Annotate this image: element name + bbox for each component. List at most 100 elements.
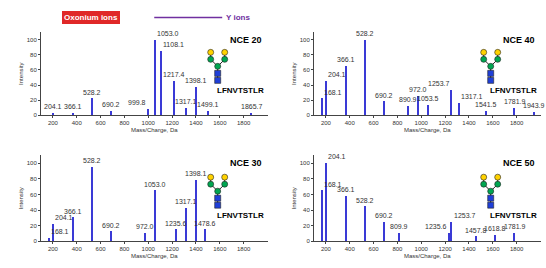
svg-text:400: 400 (72, 120, 83, 126)
svg-text:999.8: 999.8 (128, 99, 146, 106)
svg-text:204.1: 204.1 (328, 71, 346, 78)
svg-text:0: 0 (33, 112, 37, 118)
svg-text:366.1: 366.1 (64, 208, 82, 215)
svg-text:100: 100 (300, 37, 311, 43)
svg-text:1800: 1800 (510, 246, 524, 252)
svg-text:890.9: 890.9 (399, 96, 417, 103)
svg-text:LFNVTSTLR: LFNVTSTLR (490, 211, 537, 220)
svg-text:1053.5: 1053.5 (417, 95, 439, 102)
svg-text:600: 600 (96, 120, 107, 126)
svg-text:Y ions: Y ions (226, 13, 250, 22)
svg-text:1235.6: 1235.6 (425, 223, 447, 230)
svg-text:600: 600 (369, 246, 380, 252)
svg-text:366.1: 366.1 (64, 103, 82, 110)
svg-text:200: 200 (321, 120, 332, 126)
svg-text:600: 600 (96, 246, 107, 252)
svg-text:1200: 1200 (438, 120, 452, 126)
svg-text:1000: 1000 (142, 120, 156, 126)
svg-text:1800: 1800 (237, 120, 251, 126)
svg-text:366.1: 366.1 (337, 56, 355, 63)
svg-text:1943.9: 1943.9 (523, 102, 545, 109)
svg-text:366.1: 366.1 (337, 186, 355, 193)
svg-text:40: 40 (303, 82, 310, 88)
svg-text:1000: 1000 (415, 246, 429, 252)
svg-text:0: 0 (306, 238, 310, 244)
svg-text:80: 80 (303, 52, 310, 58)
svg-text:1499.1: 1499.1 (197, 101, 219, 108)
svg-text:600: 600 (369, 120, 380, 126)
svg-text:528.2: 528.2 (356, 197, 374, 204)
svg-text:1200: 1200 (438, 246, 452, 252)
svg-text:20: 20 (303, 223, 310, 229)
svg-text:800: 800 (119, 120, 130, 126)
svg-text:1618.8: 1618.8 (484, 225, 506, 232)
svg-text:Mass/Charge, Da: Mass/Charge, Da (404, 127, 451, 133)
svg-text:1600: 1600 (213, 246, 227, 252)
svg-text:204.1: 204.1 (328, 153, 346, 160)
svg-text:100: 100 (27, 37, 38, 43)
svg-text:NCE 20: NCE 20 (230, 35, 262, 45)
svg-text:Mass/Charge, Da: Mass/Charge, Da (131, 127, 178, 133)
svg-text:1398.1: 1398.1 (185, 77, 207, 84)
svg-text:0: 0 (306, 112, 310, 118)
svg-text:Intensity: Intensity (291, 63, 297, 85)
svg-text:400: 400 (345, 246, 356, 252)
svg-text:20: 20 (30, 97, 37, 103)
svg-text:690.2: 690.2 (102, 222, 120, 229)
svg-text:100: 100 (300, 160, 311, 166)
svg-text:NCE 40: NCE 40 (503, 35, 535, 45)
svg-text:1800: 1800 (237, 246, 251, 252)
svg-text:1478.6: 1478.6 (194, 220, 216, 227)
svg-text:1253.7: 1253.7 (428, 80, 450, 87)
svg-text:80: 80 (30, 176, 37, 182)
svg-text:1600: 1600 (486, 120, 500, 126)
svg-text:800: 800 (392, 120, 403, 126)
svg-text:528.2: 528.2 (356, 30, 374, 37)
svg-text:40: 40 (30, 82, 37, 88)
svg-text:0: 0 (33, 238, 37, 244)
svg-text:1000: 1000 (142, 246, 156, 252)
svg-text:1541.5: 1541.5 (475, 101, 497, 108)
svg-text:1200: 1200 (165, 120, 179, 126)
svg-text:1781.9: 1781.9 (504, 98, 526, 105)
svg-text:690.2: 690.2 (375, 92, 393, 99)
svg-text:1053.0: 1053.0 (157, 30, 179, 37)
svg-text:Mass/Charge, Da: Mass/Charge, Da (404, 253, 451, 259)
svg-text:Intensity: Intensity (18, 63, 24, 85)
svg-text:1317.1: 1317.1 (175, 198, 197, 205)
svg-text:60: 60 (303, 192, 310, 198)
svg-text:200: 200 (48, 246, 59, 252)
svg-text:LFNVTSTLR: LFNVTSTLR (490, 86, 537, 95)
svg-text:1398.1: 1398.1 (185, 170, 207, 177)
svg-text:168.1: 168.1 (324, 181, 342, 188)
svg-text:Oxonium ions: Oxonium ions (64, 13, 118, 22)
svg-text:1400: 1400 (462, 246, 476, 252)
svg-text:168.1: 168.1 (324, 89, 342, 96)
svg-text:1317.1: 1317.1 (175, 98, 197, 105)
svg-text:1400: 1400 (189, 246, 203, 252)
svg-text:528.2: 528.2 (83, 89, 101, 96)
svg-text:400: 400 (72, 246, 83, 252)
svg-text:1235.6: 1235.6 (165, 220, 187, 227)
svg-text:800: 800 (119, 246, 130, 252)
svg-text:1317.1: 1317.1 (461, 93, 483, 100)
svg-text:40: 40 (303, 207, 310, 213)
svg-text:1108.1: 1108.1 (163, 41, 184, 48)
svg-text:204.1: 204.1 (44, 103, 62, 110)
svg-text:1053.0: 1053.0 (144, 181, 166, 188)
svg-text:1253.7: 1253.7 (454, 212, 476, 219)
svg-text:690.2: 690.2 (375, 212, 393, 219)
svg-text:1217.4: 1217.4 (163, 71, 185, 78)
svg-text:20: 20 (303, 97, 310, 103)
svg-text:690.2: 690.2 (102, 101, 120, 108)
svg-text:204.1: 204.1 (55, 214, 73, 221)
svg-text:60: 60 (30, 67, 37, 73)
svg-text:NCE 30: NCE 30 (230, 158, 262, 168)
svg-text:Mass/Charge, Da: Mass/Charge, Da (131, 253, 178, 259)
svg-text:Intensity: Intensity (18, 187, 24, 209)
svg-text:80: 80 (30, 52, 37, 58)
svg-text:1781.9: 1781.9 (504, 223, 526, 230)
svg-text:1457.8: 1457.8 (465, 227, 487, 234)
svg-text:1800: 1800 (510, 120, 524, 126)
svg-text:60: 60 (30, 192, 37, 198)
